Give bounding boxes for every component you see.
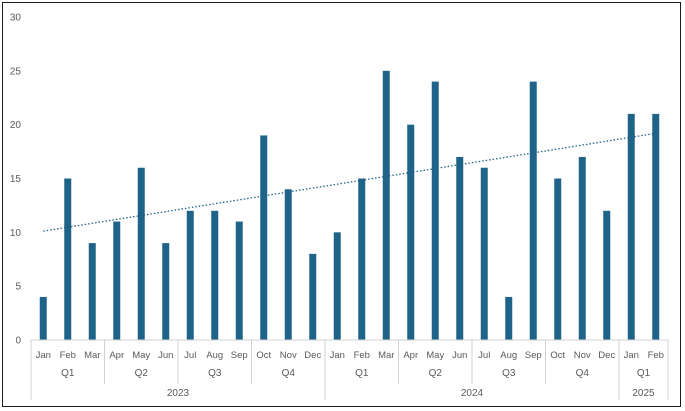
x-tick-label: Jan (36, 350, 51, 361)
x-tick-label: Nov (574, 350, 591, 361)
bar (64, 178, 72, 340)
x-tick-label: Jul (478, 350, 490, 361)
bar (505, 296, 513, 340)
x-tick-label: Aug (206, 350, 223, 361)
bar (603, 210, 611, 340)
bar (113, 221, 121, 340)
x-tick-label: Apr (403, 350, 418, 361)
quarter-label: Q3 (208, 368, 222, 379)
bar (333, 232, 341, 340)
x-tick-label: Jan (624, 350, 639, 361)
x-tick-label: May (426, 350, 444, 361)
bar (211, 210, 219, 340)
bar (137, 167, 145, 340)
x-tick-label: Feb (60, 350, 76, 361)
x-tick-label: Dec (598, 350, 615, 361)
quarter-label: Q1 (355, 368, 369, 379)
trendline (43, 132, 656, 232)
x-tick-label: Mar (84, 350, 100, 361)
quarter-label: Q4 (282, 368, 296, 379)
x-tick-label: Jun (158, 350, 173, 361)
bar (431, 81, 439, 340)
x-tick-label: Jul (184, 350, 196, 361)
x-tick-label: Feb (648, 350, 664, 361)
x-tick-label: Sep (525, 350, 542, 361)
bar (260, 135, 268, 340)
x-tick-label: Aug (500, 350, 517, 361)
bar (162, 243, 170, 340)
bar (382, 70, 390, 340)
x-tick-label: Dec (304, 350, 321, 361)
bar (529, 81, 537, 340)
year-label: 2025 (632, 388, 655, 399)
x-tick-label: Mar (378, 350, 394, 361)
quarter-label: Q4 (576, 368, 590, 379)
y-tick-label: 30 (10, 13, 22, 24)
x-tick-label: Oct (256, 350, 271, 361)
bar (235, 221, 243, 340)
bar (652, 113, 660, 341)
year-label: 2024 (461, 388, 484, 399)
y-tick-label: 20 (10, 120, 22, 131)
quarter-label: Q3 (502, 368, 516, 379)
quarter-label: Q1 (637, 368, 651, 379)
y-tick-label: 5 (15, 282, 21, 293)
bar (407, 124, 415, 341)
year-label: 2023 (167, 388, 190, 399)
quarter-label: Q2 (135, 368, 149, 379)
x-tick-label: Jun (452, 350, 467, 361)
y-tick-label: 10 (10, 228, 22, 239)
x-tick-label: Feb (354, 350, 370, 361)
x-tick-label: Nov (280, 350, 297, 361)
bar (578, 156, 586, 340)
x-tick-label: Sep (231, 350, 248, 361)
bar (309, 253, 317, 340)
y-tick-label: 15 (10, 174, 22, 185)
bar (39, 296, 47, 340)
bar (88, 243, 96, 340)
quarter-label: Q1 (61, 368, 75, 379)
quarter-label: Q2 (429, 368, 443, 379)
x-tick-label: May (132, 350, 150, 361)
bar (554, 178, 562, 340)
y-tick-label: 25 (10, 66, 22, 77)
bar (186, 210, 194, 340)
x-tick-label: Jan (330, 350, 345, 361)
bar (358, 178, 366, 340)
x-tick-label: Apr (109, 350, 124, 361)
bar (456, 156, 464, 340)
x-tick-label: Oct (550, 350, 565, 361)
y-tick-label: 0 (15, 336, 21, 347)
bar (627, 113, 635, 341)
bar (480, 167, 488, 340)
bar (284, 189, 292, 340)
